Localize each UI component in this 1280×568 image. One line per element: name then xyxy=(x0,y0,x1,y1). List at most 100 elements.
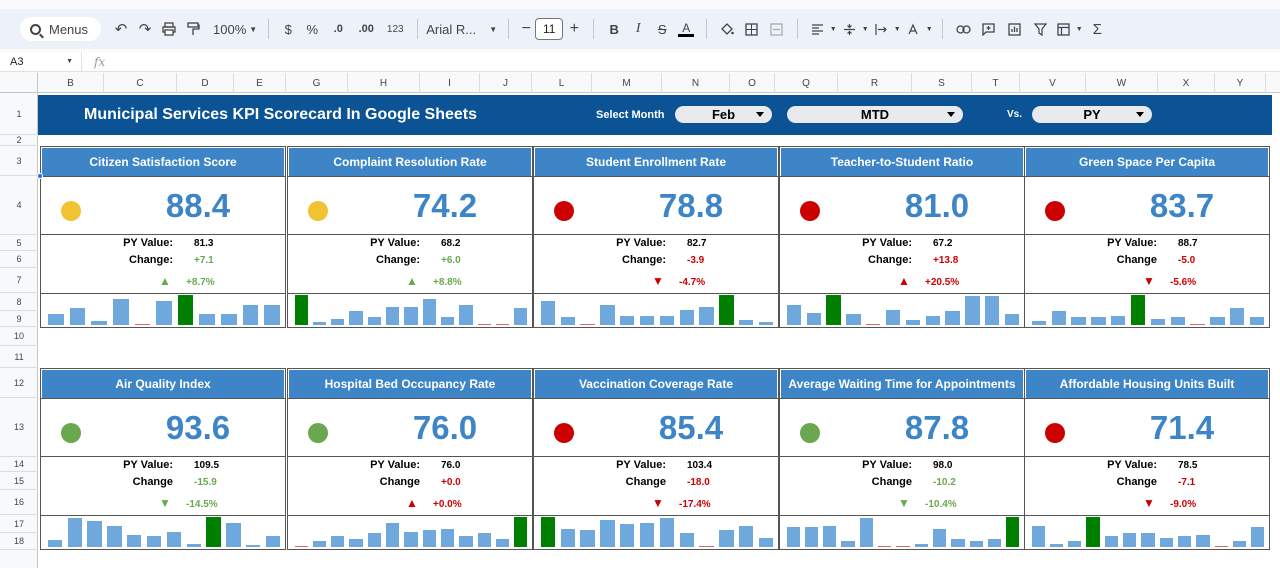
column-header-cell[interactable]: V xyxy=(1020,73,1086,93)
undo-icon[interactable]: ↶ xyxy=(114,21,128,38)
sparkline-bar xyxy=(349,311,363,325)
chevron-down-icon[interactable]: ▼ xyxy=(489,24,498,34)
row-header-cell[interactable]: 15 xyxy=(0,472,38,490)
functions-icon[interactable]: Σ xyxy=(1092,20,1102,38)
row-header-cell[interactable]: 14 xyxy=(0,457,38,472)
row-header-cell[interactable]: 16 xyxy=(0,490,38,515)
sparkline-bar xyxy=(91,321,107,325)
row-header-cell[interactable]: 12 xyxy=(0,368,38,398)
filter-icon[interactable] xyxy=(1027,17,1053,41)
zoom-select[interactable]: 100% xyxy=(213,21,247,37)
text-rotation-icon[interactable] xyxy=(902,17,924,41)
column-header-cell[interactable]: E xyxy=(234,73,286,93)
increase-decimal-button[interactable]: .00 xyxy=(358,23,374,35)
chevron-down-icon[interactable]: ▼ xyxy=(66,58,73,65)
borders-icon[interactable] xyxy=(739,17,763,41)
card-divider xyxy=(534,515,778,516)
insert-comment-icon[interactable] xyxy=(975,17,1001,41)
menus-search-button[interactable]: Menus xyxy=(20,17,101,41)
card-divider xyxy=(41,515,285,516)
row-header-cell[interactable]: 13 xyxy=(0,398,38,457)
paint-format-icon[interactable] xyxy=(181,17,205,41)
font-family-select[interactable]: Arial R... xyxy=(426,21,477,37)
row-header-cell[interactable]: 3 xyxy=(0,146,38,176)
select-all-corner[interactable] xyxy=(0,73,38,93)
column-header-cell[interactable]: C xyxy=(104,73,177,93)
column-header-cell[interactable]: M xyxy=(592,73,662,93)
column-header-cell[interactable]: D xyxy=(177,73,234,93)
name-box[interactable]: A3 ▼ xyxy=(0,51,82,72)
column-header-cell[interactable]: J xyxy=(480,73,532,93)
row-header-cell[interactable]: 9 xyxy=(0,311,38,327)
column-header-cell[interactable]: N xyxy=(662,73,730,93)
sparkline-bar xyxy=(885,310,901,325)
status-indicator-icon xyxy=(800,423,820,443)
column-header-cell[interactable]: T xyxy=(972,73,1020,93)
currency-format-button[interactable]: $ xyxy=(284,21,292,37)
column-header-cell[interactable]: G xyxy=(286,73,348,93)
column-header-cell[interactable]: L xyxy=(532,73,592,93)
period-dropdown[interactable]: MTD xyxy=(787,106,963,123)
compare-dropdown[interactable]: PY xyxy=(1032,106,1152,123)
cell-selection-handle[interactable] xyxy=(37,173,43,179)
plus-icon[interactable]: + xyxy=(569,20,579,37)
chevron-down-icon[interactable]: ▼ xyxy=(829,25,837,33)
card-divider xyxy=(780,293,1024,294)
row-header-cell[interactable]: 8 xyxy=(0,293,38,311)
percent-format-button[interactable]: % xyxy=(306,21,319,37)
column-header-cell[interactable]: Q xyxy=(775,73,838,93)
text-color-icon[interactable]: A xyxy=(674,17,698,41)
insert-link-icon[interactable] xyxy=(951,17,975,41)
column-header-cell[interactable]: R xyxy=(838,73,912,93)
italic-icon[interactable]: I xyxy=(635,21,641,36)
sparkline-bar xyxy=(199,314,216,325)
column-header-cell[interactable]: S xyxy=(912,73,972,93)
row-header-cell[interactable]: 17 xyxy=(0,515,38,533)
row-header-cell[interactable]: 11 xyxy=(0,346,38,368)
sparkline-bar xyxy=(951,539,965,547)
align-left-icon[interactable] xyxy=(806,17,828,41)
card-divider xyxy=(534,398,778,399)
redo-icon[interactable]: ↷ xyxy=(138,21,152,38)
chevron-down-icon[interactable]: ▼ xyxy=(925,25,933,33)
merge-cells-icon[interactable] xyxy=(763,17,789,41)
minus-icon[interactable]: − xyxy=(521,20,531,37)
row-header-cell[interactable]: 10 xyxy=(0,327,38,346)
strikethrough-icon[interactable]: S xyxy=(657,21,667,37)
number-format-button[interactable]: 123 xyxy=(386,23,404,35)
kpi-value: 93.6 xyxy=(165,409,231,446)
decrease-decimal-button[interactable]: .0 xyxy=(333,23,343,35)
column-header-cell[interactable]: H xyxy=(348,73,420,93)
row-header-cell[interactable]: 7 xyxy=(0,268,38,293)
column-header-cell[interactable]: X xyxy=(1158,73,1215,93)
filter-views-icon[interactable] xyxy=(1053,17,1073,41)
insert-chart-icon[interactable] xyxy=(1001,17,1027,41)
font-size-input[interactable]: 11 xyxy=(535,18,564,40)
column-header-cell[interactable]: I xyxy=(420,73,480,93)
py-value: 78.5 xyxy=(1178,460,1198,471)
column-header-cell[interactable]: B xyxy=(38,73,104,93)
row-header-cell[interactable]: 6 xyxy=(0,251,38,268)
chevron-down-icon[interactable]: ▼ xyxy=(1075,25,1083,33)
column-header-cell[interactable]: W xyxy=(1086,73,1158,93)
row-header-cell[interactable]: 18 xyxy=(0,533,38,550)
change-value: +13.8 xyxy=(933,255,959,266)
row-header-cell[interactable]: 5 xyxy=(0,235,38,251)
text-wrap-icon[interactable] xyxy=(870,17,892,41)
month-dropdown[interactable]: Feb xyxy=(675,106,772,123)
column-header-cell[interactable]: Y xyxy=(1215,73,1266,93)
sparkline-bar xyxy=(87,521,102,547)
formula-input[interactable] xyxy=(115,53,1280,71)
row-header-cell[interactable]: 4 xyxy=(0,176,38,235)
row-header-cell[interactable]: 2 xyxy=(0,135,38,146)
row-header-cell[interactable]: 1 xyxy=(0,93,38,135)
vertical-align-icon[interactable] xyxy=(838,17,860,41)
chevron-down-icon[interactable]: ▼ xyxy=(893,25,901,33)
bold-icon[interactable]: B xyxy=(609,21,619,37)
chevron-down-icon[interactable]: ▼ xyxy=(249,24,258,34)
print-icon[interactable] xyxy=(157,17,181,41)
py-value: 88.7 xyxy=(1178,238,1198,249)
fill-color-icon[interactable] xyxy=(715,17,739,41)
chevron-down-icon[interactable]: ▼ xyxy=(861,25,869,33)
column-header-cell[interactable]: O xyxy=(730,73,775,93)
